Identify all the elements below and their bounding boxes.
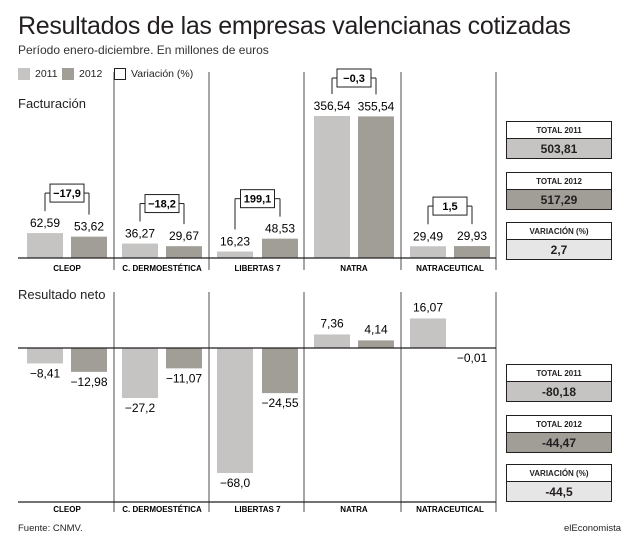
value-label: 7,36	[320, 316, 344, 330]
bar-facturacion-2012	[71, 236, 107, 258]
bar-facturacion-2011	[217, 251, 253, 258]
source-note: Fuente: CNMV.	[18, 523, 83, 534]
category-label: NATRA	[340, 264, 368, 273]
summary-value: 517,29	[507, 190, 611, 209]
legend-swatch-2011	[18, 68, 30, 80]
summary-value: -44,5	[507, 482, 611, 501]
facturacion-heading: Facturación	[18, 96, 86, 111]
category-label: LIBERTAS 7	[234, 505, 281, 514]
summary-label: TOTAL 2011	[507, 122, 611, 139]
value-label: 4,14	[364, 322, 388, 336]
bar-facturacion-2012	[262, 238, 298, 258]
chart-subtitle: Período enero-diciembre. En millones de …	[18, 43, 269, 57]
summary-value: -44,47	[507, 433, 611, 452]
value-label: 29,49	[413, 229, 443, 243]
value-label: 29,93	[457, 229, 487, 243]
value-label: −24,55	[261, 396, 298, 410]
summary-label: VARIACIÓN (%)	[507, 223, 611, 240]
summary-variacion-resultado: VARIACIÓN (%) -44,5	[506, 464, 612, 502]
variation-box	[49, 183, 85, 203]
category-label: CLEOP	[53, 264, 81, 273]
category-label: NATRACEUTICAL	[416, 505, 484, 514]
legend-item-variacion: Variación (%)	[114, 68, 193, 80]
category-label: C. DERMOESTÉTICA	[122, 505, 202, 514]
value-label: 355,54	[358, 99, 395, 113]
bar-facturacion-2012	[166, 246, 202, 258]
summary-value: 503,81	[507, 139, 611, 158]
bar-resultado-2012	[358, 340, 394, 348]
bar-facturacion-2012	[358, 116, 394, 258]
variation-label: −0,3	[343, 73, 365, 85]
variation-label: 199,1	[244, 194, 272, 206]
value-label: −27,2	[125, 401, 156, 415]
category-label: CLEOP	[53, 505, 81, 514]
value-label: 356,54	[314, 99, 351, 113]
bar-resultado-2011	[122, 348, 158, 398]
value-label: 29,67	[169, 229, 199, 243]
value-label: −0,01	[457, 351, 488, 365]
bar-resultado-2012	[166, 348, 202, 369]
summary-total-2012-facturacion: TOTAL 2012 517,29	[506, 172, 612, 210]
summary-total-2012-resultado: TOTAL 2012 -44,47	[506, 415, 612, 453]
legend-item-2012: 2012	[62, 68, 102, 80]
bar-resultado-2011	[314, 334, 350, 348]
summary-label: TOTAL 2012	[507, 416, 611, 433]
summary-label: TOTAL 2012	[507, 173, 611, 190]
bar-facturacion-2011	[410, 246, 446, 258]
bar-facturacion-2011	[314, 116, 350, 258]
variation-box	[336, 68, 372, 88]
legend-swatch-variacion	[114, 68, 126, 80]
bar-facturacion-2011	[27, 233, 63, 258]
category-label: C. DERMOESTÉTICA	[122, 264, 202, 273]
bar-resultado-2011	[27, 348, 63, 364]
category-label: LIBERTAS 7	[234, 264, 281, 273]
resultado-neto-heading: Resultado neto	[18, 287, 106, 302]
value-label: 16,23	[220, 235, 250, 249]
legend-item-2011: 2011	[18, 68, 58, 80]
value-label: 36,27	[125, 227, 155, 241]
category-label: NATRA	[340, 505, 368, 514]
variation-label: −17,9	[53, 188, 81, 200]
value-label: 62,59	[30, 216, 60, 230]
category-label: NATRACEUTICAL	[416, 264, 484, 273]
value-label: 48,53	[265, 222, 295, 236]
bar-resultado-2011	[217, 348, 253, 473]
summary-value: -80,18	[507, 382, 611, 401]
value-label: −12,98	[70, 375, 107, 389]
summary-variacion-facturacion: VARIACIÓN (%) 2,7	[506, 222, 612, 260]
value-label: −11,07	[166, 371, 202, 385]
legend-label-variacion: Variación (%)	[131, 68, 194, 80]
chart-title: Resultados de las empresas valencianas c…	[18, 12, 571, 40]
bar-resultado-2011	[410, 318, 446, 348]
summary-label: VARIACIÓN (%)	[507, 465, 611, 482]
value-label: −68,0	[220, 476, 251, 490]
variation-box	[240, 189, 275, 209]
variation-label: 1,5	[442, 201, 457, 213]
variation-box	[144, 194, 180, 214]
legend-label-2012: 2012	[79, 68, 103, 80]
variation-box	[432, 196, 468, 216]
value-label: 16,07	[413, 300, 443, 314]
bar-resultado-2012	[71, 348, 107, 372]
value-label: 53,62	[74, 220, 104, 234]
publisher-credit: elEconomista	[563, 523, 621, 534]
legend-swatch-2012	[62, 68, 74, 80]
value-label: −8,41	[30, 366, 61, 380]
summary-value: 2,7	[507, 240, 611, 259]
bar-resultado-2012	[262, 348, 298, 394]
summary-total-2011-facturacion: TOTAL 2011 503,81	[506, 121, 612, 159]
variation-label: −18,2	[148, 199, 176, 211]
bar-facturacion-2011	[122, 243, 158, 258]
legend-label-2011: 2011	[35, 68, 58, 80]
summary-label: TOTAL 2011	[507, 365, 611, 382]
bar-facturacion-2012	[454, 246, 490, 258]
summary-total-2011-resultado: TOTAL 2011 -80,18	[506, 364, 612, 402]
